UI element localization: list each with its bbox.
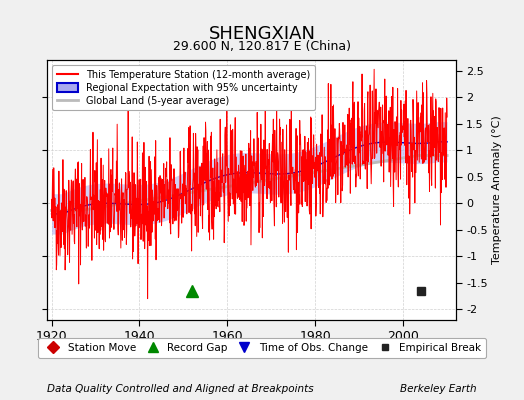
Legend: Station Move, Record Gap, Time of Obs. Change, Empirical Break: Station Move, Record Gap, Time of Obs. C… [38,338,486,358]
Y-axis label: Temperature Anomaly (°C): Temperature Anomaly (°C) [492,116,502,264]
Text: Data Quality Controlled and Aligned at Breakpoints: Data Quality Controlled and Aligned at B… [47,384,314,394]
Text: SHENGXIAN: SHENGXIAN [209,25,315,43]
Legend: This Temperature Station (12-month average), Regional Expectation with 95% uncer: This Temperature Station (12-month avera… [52,65,315,110]
Text: Berkeley Earth: Berkeley Earth [400,384,477,394]
Text: 29.600 N, 120.817 E (China): 29.600 N, 120.817 E (China) [173,40,351,53]
